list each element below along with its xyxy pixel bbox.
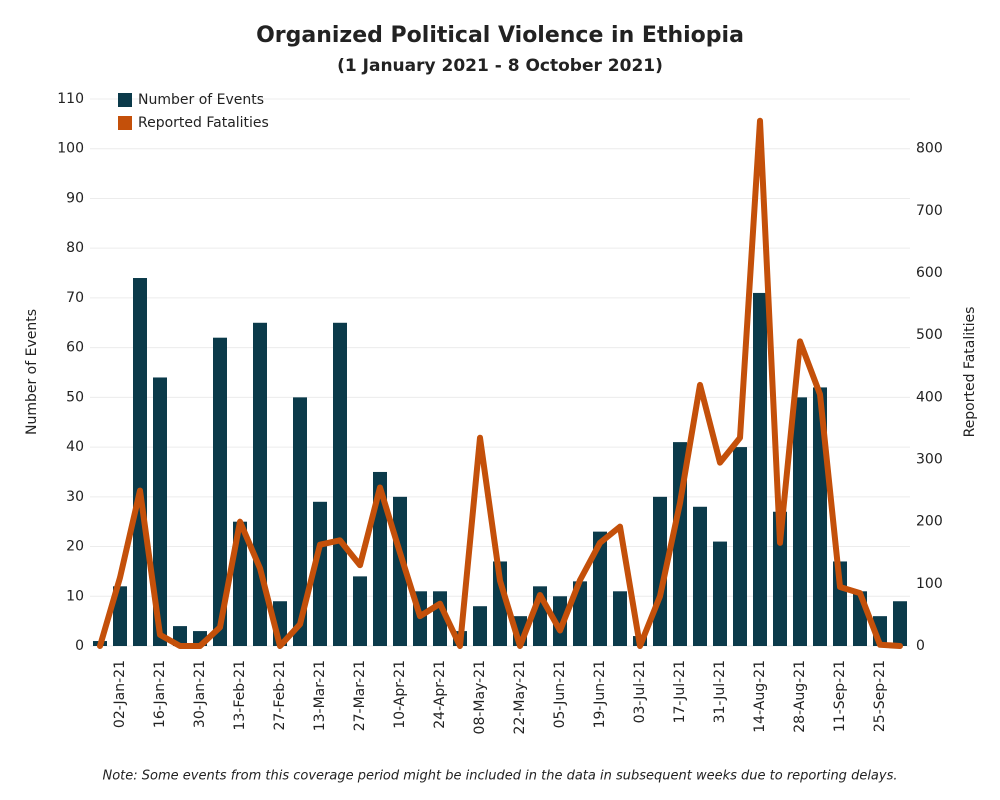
x-tick-label: 24-Apr-21 — [432, 660, 448, 729]
y-tick-label: 90 — [66, 190, 84, 206]
y2-axis-label: Reported Fatalities — [962, 307, 978, 438]
bar — [593, 531, 607, 646]
bar — [733, 447, 747, 646]
y-tick-label: 80 — [66, 240, 84, 256]
y-tick-label: 30 — [66, 489, 84, 505]
x-tick-label: 03-Jul-21 — [632, 660, 648, 723]
x-tick-label: 08-May-21 — [472, 660, 488, 734]
bar — [113, 586, 127, 646]
bar — [893, 601, 907, 646]
x-tick-label: 05-Jun-21 — [552, 660, 568, 728]
bar — [473, 606, 487, 646]
x-tick-label: 11-Sep-21 — [832, 660, 848, 732]
legend-label: Number of Events — [138, 92, 264, 108]
bar — [133, 278, 147, 646]
y-tick-label: 20 — [66, 539, 84, 555]
y-tick-label: 40 — [66, 439, 84, 455]
bar — [773, 511, 787, 646]
bar — [313, 501, 327, 646]
x-tick-label: 30-Jan-21 — [192, 660, 208, 728]
y-axis-label: Number of Events — [24, 309, 40, 435]
y-tick-label: 10 — [66, 588, 84, 604]
x-tick-label: 14-Aug-21 — [752, 660, 768, 733]
y2-tick-label: 700 — [916, 203, 943, 219]
y2-tick-label: 400 — [916, 389, 943, 405]
y-tick-label: 50 — [66, 389, 84, 405]
legend-swatch — [118, 93, 132, 107]
bar — [753, 292, 767, 646]
bar — [573, 581, 587, 646]
y2-tick-label: 500 — [916, 327, 943, 343]
x-tick-label: 27-Mar-21 — [352, 660, 368, 731]
x-tick-label: 02-Jan-21 — [112, 660, 128, 728]
legend-label: Reported Fatalities — [138, 115, 269, 131]
legend-swatch — [118, 116, 132, 130]
bar — [833, 561, 847, 646]
x-tick-label: 31-Jul-21 — [712, 660, 728, 723]
chart-subtitle: (1 January 2021 - 8 October 2021) — [337, 56, 663, 76]
y2-tick-label: 600 — [916, 265, 943, 281]
y-tick-label: 100 — [57, 141, 84, 157]
x-tick-label: 22-May-21 — [512, 660, 528, 734]
bar — [153, 377, 167, 646]
x-tick-label: 27-Feb-21 — [272, 660, 288, 731]
x-tick-label: 13-Mar-21 — [312, 660, 328, 731]
y-tick-label: 70 — [66, 290, 84, 306]
x-tick-label: 28-Aug-21 — [792, 660, 808, 733]
x-tick-label: 19-Jun-21 — [592, 660, 608, 728]
x-tick-label: 10-Apr-21 — [392, 660, 408, 729]
bar — [333, 322, 347, 646]
chart-title: Organized Political Violence in Ethiopia — [256, 23, 744, 48]
bar — [293, 397, 307, 646]
x-tick-label: 25-Sep-21 — [872, 660, 888, 732]
bar — [353, 576, 367, 646]
y2-tick-label: 100 — [916, 576, 943, 592]
y-tick-label: 60 — [66, 340, 84, 356]
y2-tick-label: 0 — [916, 638, 925, 654]
line — [97, 117, 903, 649]
y2-tick-label: 300 — [916, 452, 943, 468]
y2-tick-label: 200 — [916, 514, 943, 530]
bar — [373, 471, 387, 646]
x-tick-label: 16-Jan-21 — [152, 660, 168, 728]
y2-tick-label: 800 — [916, 141, 943, 157]
y-tick-label: 110 — [57, 91, 84, 107]
note: Note: Some events from this coverage per… — [103, 769, 898, 784]
x-tick-label: 17-Jul-21 — [672, 660, 688, 723]
bar — [693, 506, 707, 646]
bar — [613, 591, 627, 646]
y-tick-label: 0 — [75, 638, 84, 654]
bar — [213, 337, 227, 646]
bar — [553, 596, 567, 646]
x-tick-label: 13-Feb-21 — [232, 660, 248, 731]
bar — [713, 541, 727, 646]
bar — [793, 397, 807, 646]
